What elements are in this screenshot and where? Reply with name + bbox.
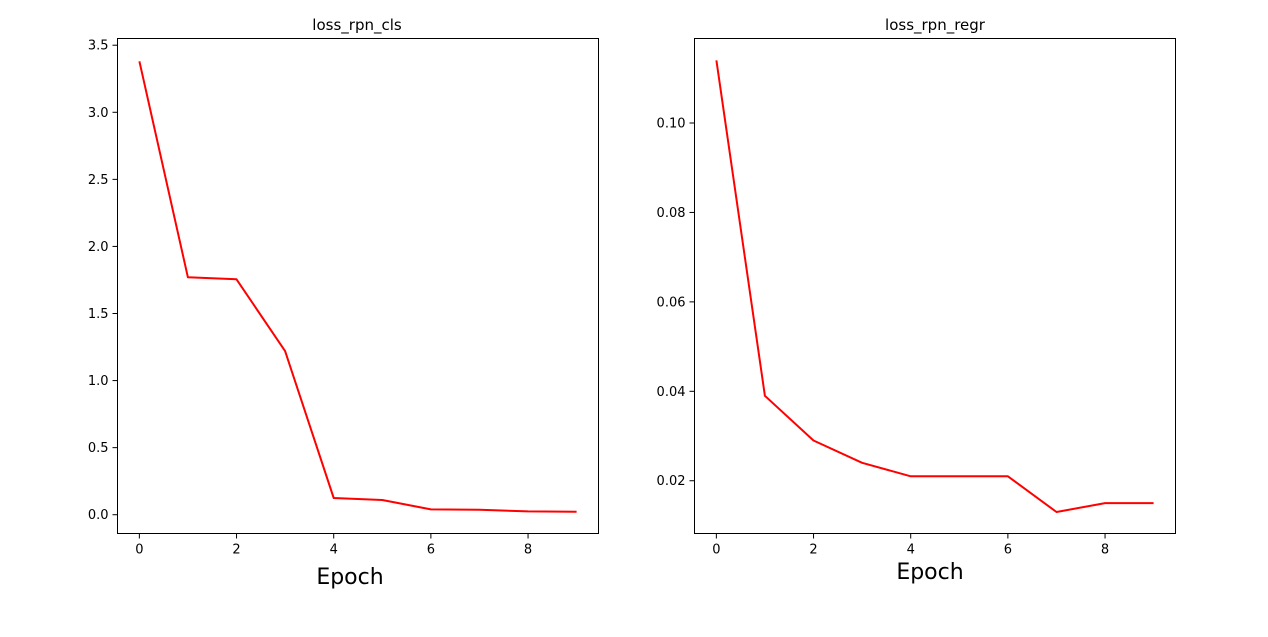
x-tick-label: 0: [712, 543, 720, 558]
chart-title: loss_rpn_regr: [885, 16, 986, 35]
y-tick-label: 0.02: [657, 474, 686, 489]
x-tick-label: 6: [427, 543, 435, 558]
chart-title: loss_rpn_cls: [312, 16, 402, 35]
x-tick-label: 0: [135, 543, 143, 558]
x-tick-label: 6: [1004, 543, 1012, 558]
x-tick-label: 8: [524, 543, 532, 558]
plot-frame: [694, 38, 1176, 534]
x-tick-label: 2: [232, 543, 240, 558]
axis-ticks: 0 2 4 6 8 0.0 0.5 1.0 1.5 2.0 2.5 3.0 3.5: [88, 39, 532, 558]
x-tick-label: 8: [1101, 543, 1109, 558]
chart-loss-rpn-cls: loss_rpn_cls 0 2 4 6 8 0.0 0.5 1.0 1.5 2.0 2.5 3.0 3…: [88, 16, 599, 590]
x-tick-label: 4: [907, 543, 915, 558]
plot-frame: [117, 38, 599, 534]
y-tick-label: 3.5: [88, 39, 109, 54]
y-tick-label: 0.04: [657, 385, 686, 400]
y-tick-label: 1.0: [88, 374, 109, 389]
x-axis-label: Epoch: [316, 565, 383, 590]
y-tick-label: 0.0: [88, 508, 109, 523]
chart-loss-rpn-regr: loss_rpn_regr 0 2 4 6 80.020.040.060.080.10 …: [657, 16, 1176, 585]
x-tick-label: 4: [330, 543, 338, 558]
y-tick-label: 0.08: [657, 206, 686, 221]
y-tick-label: 0.5: [88, 441, 109, 456]
y-tick-label: 0.10: [657, 117, 686, 132]
y-tick-label: 1.5: [88, 307, 109, 322]
y-tick-label: 2.0: [88, 240, 109, 255]
axis-ticks: 0 2 4 6 8 0.02 0.04 0.06 0.08 0.10: [657, 117, 1110, 558]
y-tick-label: 0.06: [657, 295, 686, 310]
y-tick-label: 3.0: [88, 106, 109, 121]
x-tick-label: 2: [809, 543, 817, 558]
series-line: [715, 60, 1154, 513]
y-tick-label: 2.5: [88, 173, 109, 188]
series-line: [138, 61, 577, 513]
x-axis-label: Epoch: [896, 560, 963, 585]
